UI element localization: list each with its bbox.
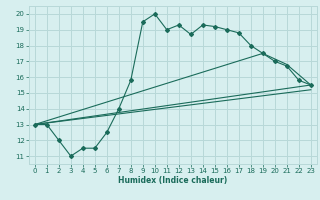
X-axis label: Humidex (Indice chaleur): Humidex (Indice chaleur) [118,176,228,185]
